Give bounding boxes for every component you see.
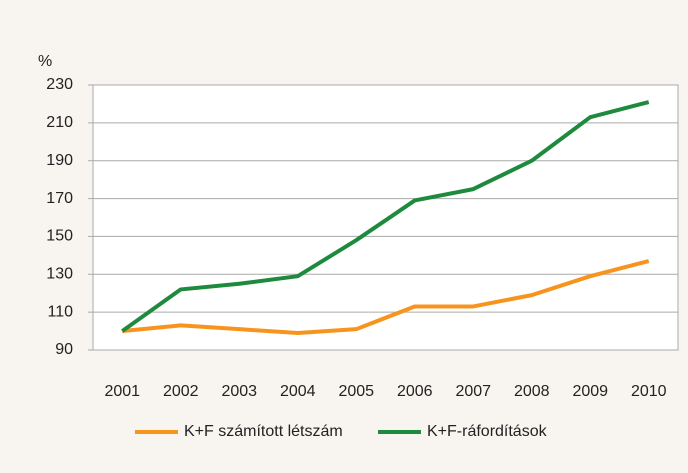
series-line <box>122 259 650 335</box>
x-tick-label: 2001 <box>104 383 140 400</box>
x-tick-label: 2003 <box>221 383 257 400</box>
x-tick-label: 2010 <box>631 383 667 400</box>
y-tick-label: 110 <box>47 303 73 320</box>
x-tick-label: 2007 <box>455 383 491 400</box>
x-tick-label: 2009 <box>572 383 608 400</box>
x-tick-label: 2004 <box>280 383 316 400</box>
x-tick-label: 2005 <box>338 383 374 400</box>
x-tick-label: 2006 <box>397 383 433 400</box>
y-tick-label: 190 <box>46 152 73 169</box>
y-tick-label: 230 <box>46 76 73 93</box>
x-tick-label: 2008 <box>514 383 550 400</box>
y-tick-label: 210 <box>46 114 73 131</box>
x-tick-label: 2002 <box>163 383 199 400</box>
series-line <box>121 100 650 333</box>
y-axis-label: % <box>38 53 52 70</box>
legend-label: K+F számított létszám <box>184 423 343 440</box>
y-tick-label: 130 <box>46 266 73 283</box>
y-tick-label: 90 <box>55 341 73 358</box>
plot-area <box>92 84 679 351</box>
y-tick-label: 150 <box>46 228 73 245</box>
y-tick-label: 170 <box>46 190 73 207</box>
legend-label: K+F-ráfordítások <box>427 423 548 440</box>
